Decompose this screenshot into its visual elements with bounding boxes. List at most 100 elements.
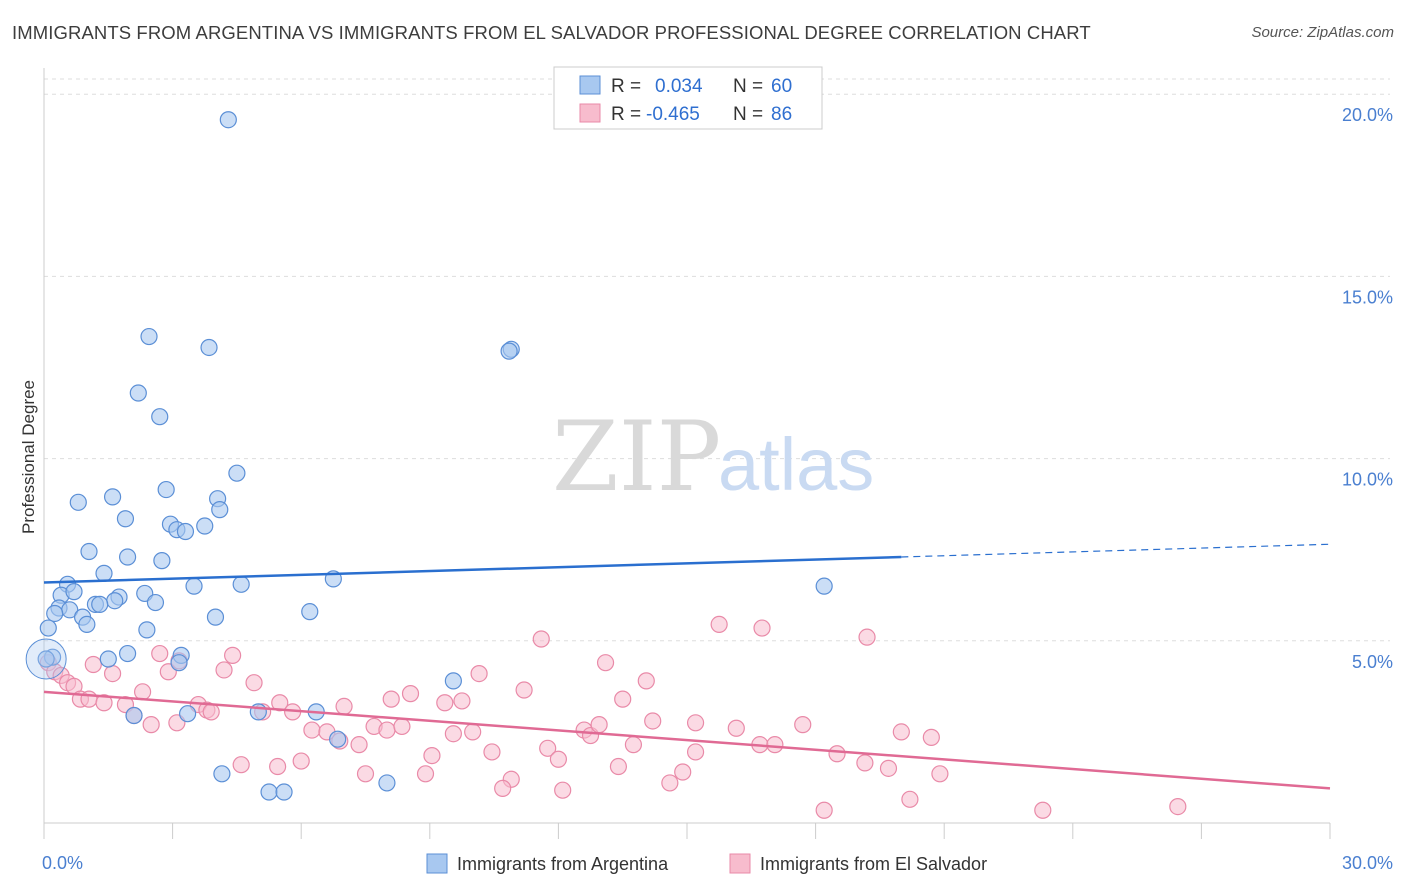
point-elsalvador bbox=[1169, 798, 1187, 816]
point-argentina bbox=[99, 650, 117, 668]
point-elsalvador bbox=[335, 697, 353, 715]
point-elsalvador bbox=[464, 723, 482, 741]
point-elsalvador bbox=[436, 694, 454, 712]
watermark-atlas: atlas bbox=[718, 423, 874, 506]
point-elsalvador bbox=[828, 745, 846, 763]
point-argentina bbox=[378, 774, 396, 792]
point-elsalvador bbox=[637, 672, 655, 690]
point-elsalvador bbox=[614, 690, 632, 708]
point-argentina bbox=[138, 621, 156, 639]
point-argentina bbox=[211, 501, 229, 519]
legend-r-label-elsalvador: R = bbox=[611, 104, 641, 125]
point-elsalvador bbox=[661, 774, 679, 792]
point-argentina bbox=[213, 765, 231, 783]
point-elsalvador bbox=[539, 739, 557, 757]
legend-n-label-elsalvador: N = bbox=[733, 104, 763, 125]
point-elsalvador bbox=[609, 757, 628, 776]
data-points bbox=[25, 111, 1187, 819]
trend-line-argentina bbox=[43, 555, 902, 584]
point-argentina bbox=[329, 730, 347, 748]
point-argentina bbox=[219, 111, 237, 129]
x-tick-label: 0.0% bbox=[42, 853, 83, 873]
point-elsalvador bbox=[393, 717, 411, 736]
point-argentina bbox=[37, 650, 55, 668]
point-elsalvador bbox=[202, 703, 220, 721]
point-elsalvador bbox=[892, 723, 910, 741]
point-elsalvador bbox=[382, 690, 400, 708]
point-argentina bbox=[65, 583, 83, 601]
point-elsalvador bbox=[766, 736, 784, 754]
y-tick-label: 10.0% bbox=[1342, 470, 1393, 490]
point-elsalvador bbox=[84, 655, 102, 674]
point-elsalvador bbox=[350, 736, 368, 754]
point-argentina bbox=[196, 517, 214, 535]
point-elsalvador bbox=[554, 781, 572, 799]
trend-line-elsalvador bbox=[43, 690, 1331, 790]
axes: 5.0% 10.0% 15.0% 20.0% 0.0% 30.0% bbox=[42, 68, 1393, 873]
point-elsalvador bbox=[549, 750, 568, 768]
point-elsalvador bbox=[727, 719, 745, 737]
legend-n-value-elsalvador: 86 bbox=[771, 104, 792, 125]
point-elsalvador bbox=[686, 714, 705, 732]
point-elsalvador bbox=[470, 664, 488, 683]
point-elsalvador bbox=[815, 801, 833, 819]
point-elsalvador bbox=[224, 646, 242, 664]
point-elsalvador bbox=[1034, 801, 1052, 819]
legend-r-label-argentina: R = bbox=[611, 76, 641, 97]
point-elsalvador bbox=[686, 743, 705, 761]
point-argentina bbox=[118, 548, 137, 566]
point-elsalvador bbox=[416, 765, 435, 783]
x-tick-label: 30.0% bbox=[1342, 853, 1393, 873]
point-argentina bbox=[260, 783, 278, 801]
correlation-legend: R = 0.034 N = 60 R = -0.465 N = 86 bbox=[553, 66, 823, 130]
point-argentina bbox=[95, 564, 113, 582]
point-argentina bbox=[129, 384, 147, 402]
point-elsalvador bbox=[80, 690, 98, 708]
point-elsalvador bbox=[269, 757, 287, 776]
point-argentina bbox=[103, 488, 122, 506]
point-argentina bbox=[232, 575, 250, 593]
point-elsalvador bbox=[423, 746, 441, 765]
point-argentina bbox=[444, 672, 462, 690]
point-elsalvador bbox=[151, 644, 169, 663]
point-argentina-large bbox=[25, 638, 67, 680]
point-argentina bbox=[39, 619, 57, 637]
point-argentina bbox=[146, 593, 165, 612]
point-argentina bbox=[153, 552, 171, 570]
point-elsalvador bbox=[753, 619, 771, 637]
point-argentina bbox=[301, 603, 319, 621]
point-argentina bbox=[118, 644, 137, 663]
point-elsalvador bbox=[922, 728, 940, 746]
point-elsalvador bbox=[794, 716, 812, 734]
point-argentina bbox=[80, 542, 98, 561]
point-elsalvador bbox=[858, 628, 876, 646]
point-argentina bbox=[116, 510, 135, 528]
y-tick-label: 20.0% bbox=[1342, 105, 1393, 125]
legend-swatch-elsalvador bbox=[579, 103, 601, 123]
y-tick-label: 5.0% bbox=[1352, 652, 1393, 672]
source-label: Source: ZipAtlas.com bbox=[1251, 24, 1394, 41]
series-legend-swatch-elsalvador bbox=[729, 853, 751, 874]
y-axis-title: Professional Degree bbox=[19, 380, 38, 534]
point-elsalvador bbox=[232, 756, 250, 774]
point-argentina bbox=[91, 595, 109, 613]
point-elsalvador bbox=[532, 630, 550, 648]
point-argentina bbox=[69, 493, 87, 511]
point-elsalvador bbox=[292, 752, 310, 770]
point-argentina bbox=[176, 522, 195, 541]
point-argentina bbox=[78, 615, 96, 634]
point-argentina bbox=[185, 577, 203, 595]
watermark-zip: ZIP bbox=[552, 401, 721, 513]
point-argentina bbox=[179, 705, 197, 723]
point-elsalvador bbox=[378, 721, 396, 739]
point-argentina bbox=[206, 608, 225, 626]
point-argentina bbox=[151, 408, 169, 426]
legend-r-value-elsalvador: -0.465 bbox=[646, 104, 700, 125]
point-elsalvador bbox=[453, 692, 471, 710]
point-elsalvador bbox=[879, 759, 898, 777]
point-elsalvador bbox=[590, 716, 608, 734]
series-legend-label-argentina: Immigrants from Argentina bbox=[457, 854, 669, 874]
point-elsalvador bbox=[624, 736, 643, 754]
point-elsalvador bbox=[133, 683, 152, 701]
